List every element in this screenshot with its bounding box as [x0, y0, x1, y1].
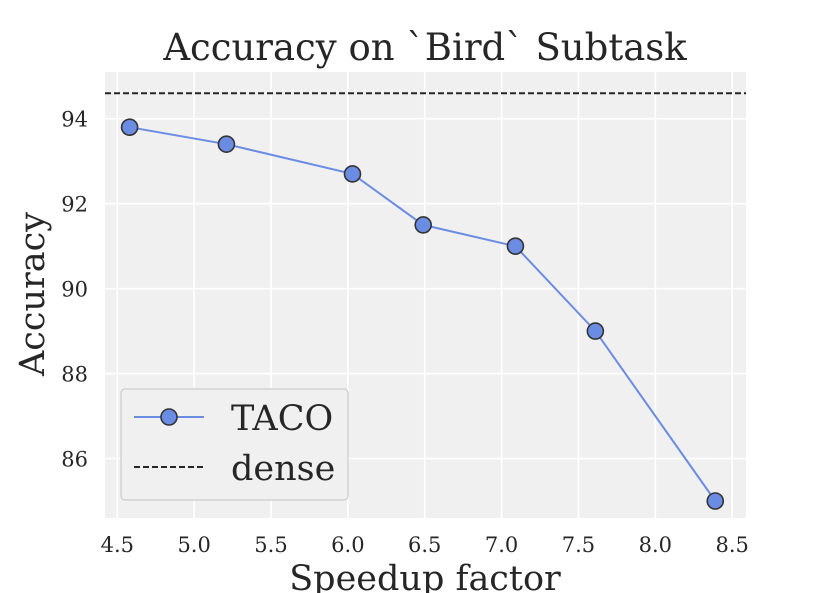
y-axis-ticks: 86 88 90 92 94 — [61, 108, 88, 472]
x-tick-label: 6.5 — [408, 533, 441, 557]
y-tick-label: 88 — [61, 363, 88, 387]
x-tick-label: 7.0 — [485, 533, 518, 557]
taco-data-point — [586, 322, 605, 340]
x-tick-label: 5.5 — [254, 533, 287, 557]
x-axis-ticks: 4.5 5.0 5.5 6.0 6.5 7.0 7.5 8.0 8.5 — [101, 533, 749, 557]
series-layer — [105, 92, 746, 510]
taco-data-point — [217, 135, 236, 154]
x-tick-label: 8.0 — [639, 533, 672, 557]
y-tick-label: 94 — [61, 108, 88, 132]
y-tick-label: 86 — [61, 448, 88, 472]
y-axis-label: Accuracy — [13, 212, 53, 377]
x-tick-label: 4.5 — [101, 533, 134, 557]
x-axis-label: Speedup factor — [289, 559, 561, 593]
taco-data-point — [120, 118, 139, 137]
taco-data-point — [706, 492, 725, 510]
y-tick-label: 90 — [61, 278, 88, 302]
legend: TACO dense — [120, 388, 349, 501]
x-tick-label: 7.5 — [562, 533, 595, 557]
legend-taco-marker — [160, 408, 178, 426]
taco-data-point — [343, 165, 362, 183]
taco-data-point — [414, 216, 432, 234]
legend-taco-label: TACO — [231, 399, 333, 439]
y-tick-label: 92 — [61, 193, 88, 217]
x-tick-label: 5.0 — [177, 533, 210, 557]
x-tick-label: 8.5 — [715, 533, 748, 557]
grid-lines — [105, 72, 746, 518]
taco-data-point — [506, 237, 525, 255]
x-tick-label: 6.0 — [331, 533, 364, 557]
legend-dense-label: dense — [231, 449, 335, 489]
chart-title: Accuracy on `Bird` Subtask — [162, 26, 687, 69]
